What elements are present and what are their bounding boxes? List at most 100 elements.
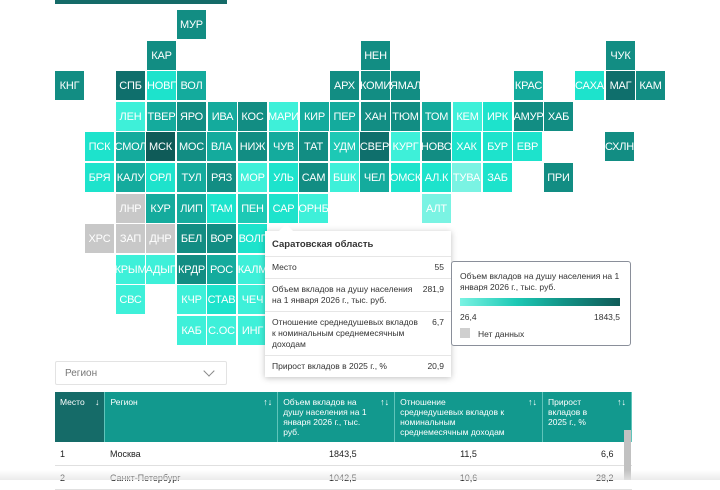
region-tile[interactable]: ХАН xyxy=(361,102,390,131)
region-tile[interactable]: БУР xyxy=(483,132,512,161)
region-tile[interactable]: УЛЬ xyxy=(269,163,298,192)
region-tile[interactable]: ВОЛГ xyxy=(238,224,267,253)
region-tile[interactable]: АДЫГ xyxy=(145,255,176,284)
region-tile[interactable]: СМОЛ xyxy=(115,132,147,161)
column-header-place[interactable]: Место ↓ xyxy=(55,392,106,442)
region-tile[interactable]: КАЛМ xyxy=(238,255,267,284)
region-tile[interactable]: ПЕР xyxy=(330,102,359,131)
region-tile[interactable]: ТАТ xyxy=(299,132,328,161)
region-tile[interactable]: СВЕР xyxy=(360,132,389,161)
region-tile[interactable]: КАБ xyxy=(177,316,206,345)
region-tile[interactable]: СВС xyxy=(116,285,145,314)
region-tile[interactable]: ЛЕН xyxy=(116,102,145,131)
region-tile[interactable]: ТУВА xyxy=(452,163,481,192)
region-tile[interactable]: ОРНБ xyxy=(298,194,329,223)
region-tile[interactable]: АЛ.К xyxy=(422,163,451,192)
region-tile[interactable]: КАР xyxy=(147,41,176,70)
region-tile[interactable]: ЯРО xyxy=(177,102,206,131)
region-tile[interactable]: ЛНР xyxy=(116,194,145,223)
region-tile[interactable]: С.ОС xyxy=(207,316,236,345)
region-tile[interactable]: СТАВ xyxy=(207,285,236,314)
region-tile[interactable]: ХРС xyxy=(85,224,114,253)
region-tile[interactable]: ЛИП xyxy=(177,194,206,223)
region-tile[interactable]: НОВО xyxy=(421,132,452,161)
sort-icon[interactable]: ↑↓ xyxy=(263,397,273,407)
region-tile[interactable]: БРЯ xyxy=(85,163,114,192)
region-tile[interactable]: ОМСК xyxy=(390,163,421,192)
region-tile[interactable]: МСК xyxy=(146,132,175,161)
column-header-deposits[interactable]: Объем вкладов на душу населения на 1 янв… xyxy=(277,392,396,442)
region-tile[interactable]: СХЛН xyxy=(605,132,634,161)
region-tile[interactable]: ЧЕЧ xyxy=(238,285,267,314)
region-tile[interactable]: ИРК xyxy=(483,102,512,131)
region-tile[interactable]: ВОЛ xyxy=(177,71,206,100)
region-tile[interactable]: МОС xyxy=(177,132,206,161)
region-tile[interactable]: КОС xyxy=(238,102,267,131)
region-tile[interactable]: КУРГ xyxy=(391,132,420,161)
region-tile[interactable]: АРХ xyxy=(330,71,359,100)
region-tile[interactable]: ПЕН xyxy=(238,194,267,223)
region-tile[interactable]: ТВЕР xyxy=(147,102,176,131)
region-tile[interactable]: МАГ xyxy=(606,71,635,100)
region-tile[interactable]: УДМ xyxy=(330,132,359,161)
region-tile[interactable]: КАЛУ xyxy=(116,163,145,192)
region-tile[interactable]: ТАМ xyxy=(207,194,236,223)
column-header-growth[interactable]: Прирост вкладов в 2025 г., % ↑↓ xyxy=(542,392,633,442)
region-tile[interactable]: ЧУВ xyxy=(269,132,298,161)
region-tile[interactable]: ДНР xyxy=(146,224,175,253)
region-tile[interactable]: ВЛА xyxy=(207,132,236,161)
region-tile[interactable]: ТЮМ xyxy=(391,102,420,131)
region-tile[interactable]: ИНГ xyxy=(238,316,267,345)
region-tile[interactable]: АМУР xyxy=(513,102,544,131)
region-tile[interactable]: РОС xyxy=(207,255,236,284)
region-tile[interactable]: ТОМ xyxy=(422,102,451,131)
region-tile[interactable]: МУР xyxy=(177,10,206,39)
region-tile[interactable]: НОВГ xyxy=(147,71,176,100)
region-tile[interactable]: САХА xyxy=(575,71,604,100)
column-header-ratio[interactable]: Отношение среднедушевых вкладов к номина… xyxy=(394,392,543,442)
region-tile[interactable]: ПСК xyxy=(85,132,114,161)
sort-icon[interactable]: ↑↓ xyxy=(527,397,537,407)
region-tile[interactable]: КРЫМ xyxy=(115,255,147,284)
region-tile[interactable]: КЧР xyxy=(177,285,206,314)
column-header-region[interactable]: Регион ↑↓ xyxy=(104,392,279,442)
region-tile[interactable]: КРАС xyxy=(514,71,543,100)
region-tile[interactable]: ТУЛ xyxy=(177,163,206,192)
region-tile[interactable]: НИЖ xyxy=(238,132,267,161)
region-select[interactable]: Регион xyxy=(55,361,227,385)
sort-icon[interactable]: ↑↓ xyxy=(380,397,390,407)
region-tile[interactable]: ХАК xyxy=(452,132,481,161)
region-tile[interactable]: ЗАП xyxy=(116,224,145,253)
region-tile[interactable]: КЕМ xyxy=(453,102,482,131)
region-tile[interactable]: ЕВР xyxy=(513,132,542,161)
region-tile[interactable]: АЛТ xyxy=(422,194,451,223)
sort-icon[interactable]: ↑↓ xyxy=(617,397,626,407)
region-tile[interactable]: МАРИ xyxy=(268,102,299,131)
region-tile[interactable]: ЯМАЛ xyxy=(390,71,421,100)
region-tile[interactable]: ЧУК xyxy=(606,41,635,70)
sort-desc-icon[interactable]: ↓ xyxy=(94,397,100,407)
table-row[interactable]: 1 Москва 1843,5 11,5 6,6 xyxy=(55,442,632,466)
region-tile[interactable]: МОР xyxy=(238,163,267,192)
region-tile[interactable]: ХАБ xyxy=(544,102,573,131)
region-tile[interactable]: БЕЛ xyxy=(177,224,206,253)
table-scrollbar[interactable] xyxy=(624,430,631,480)
region-tile[interactable]: СПБ xyxy=(116,71,145,100)
region-tile[interactable]: ВОР xyxy=(207,224,236,253)
region-tile[interactable]: БШК xyxy=(330,163,359,192)
region-tile[interactable]: ЗАБ xyxy=(483,163,512,192)
region-tile[interactable]: КИР xyxy=(300,102,329,131)
region-tile[interactable]: РЯЗ xyxy=(207,163,236,192)
region-tile[interactable]: ПРИ xyxy=(544,163,573,192)
region-tile[interactable]: ОРЛ xyxy=(146,163,175,192)
region-tile[interactable]: САР xyxy=(267,192,300,225)
region-tile[interactable]: КАМ xyxy=(636,71,665,100)
region-tile[interactable]: КОМИ xyxy=(360,71,391,100)
region-tile[interactable]: ИВА xyxy=(208,102,237,131)
region-tile[interactable]: САМ xyxy=(299,163,328,192)
region-tile[interactable]: НЕН xyxy=(361,41,390,70)
region-tile[interactable]: КНГ xyxy=(55,71,84,100)
region-tile[interactable]: КРДР xyxy=(177,255,206,284)
region-tile[interactable]: ЧЕЛ xyxy=(360,163,389,192)
region-tile[interactable]: КУР xyxy=(146,194,175,223)
